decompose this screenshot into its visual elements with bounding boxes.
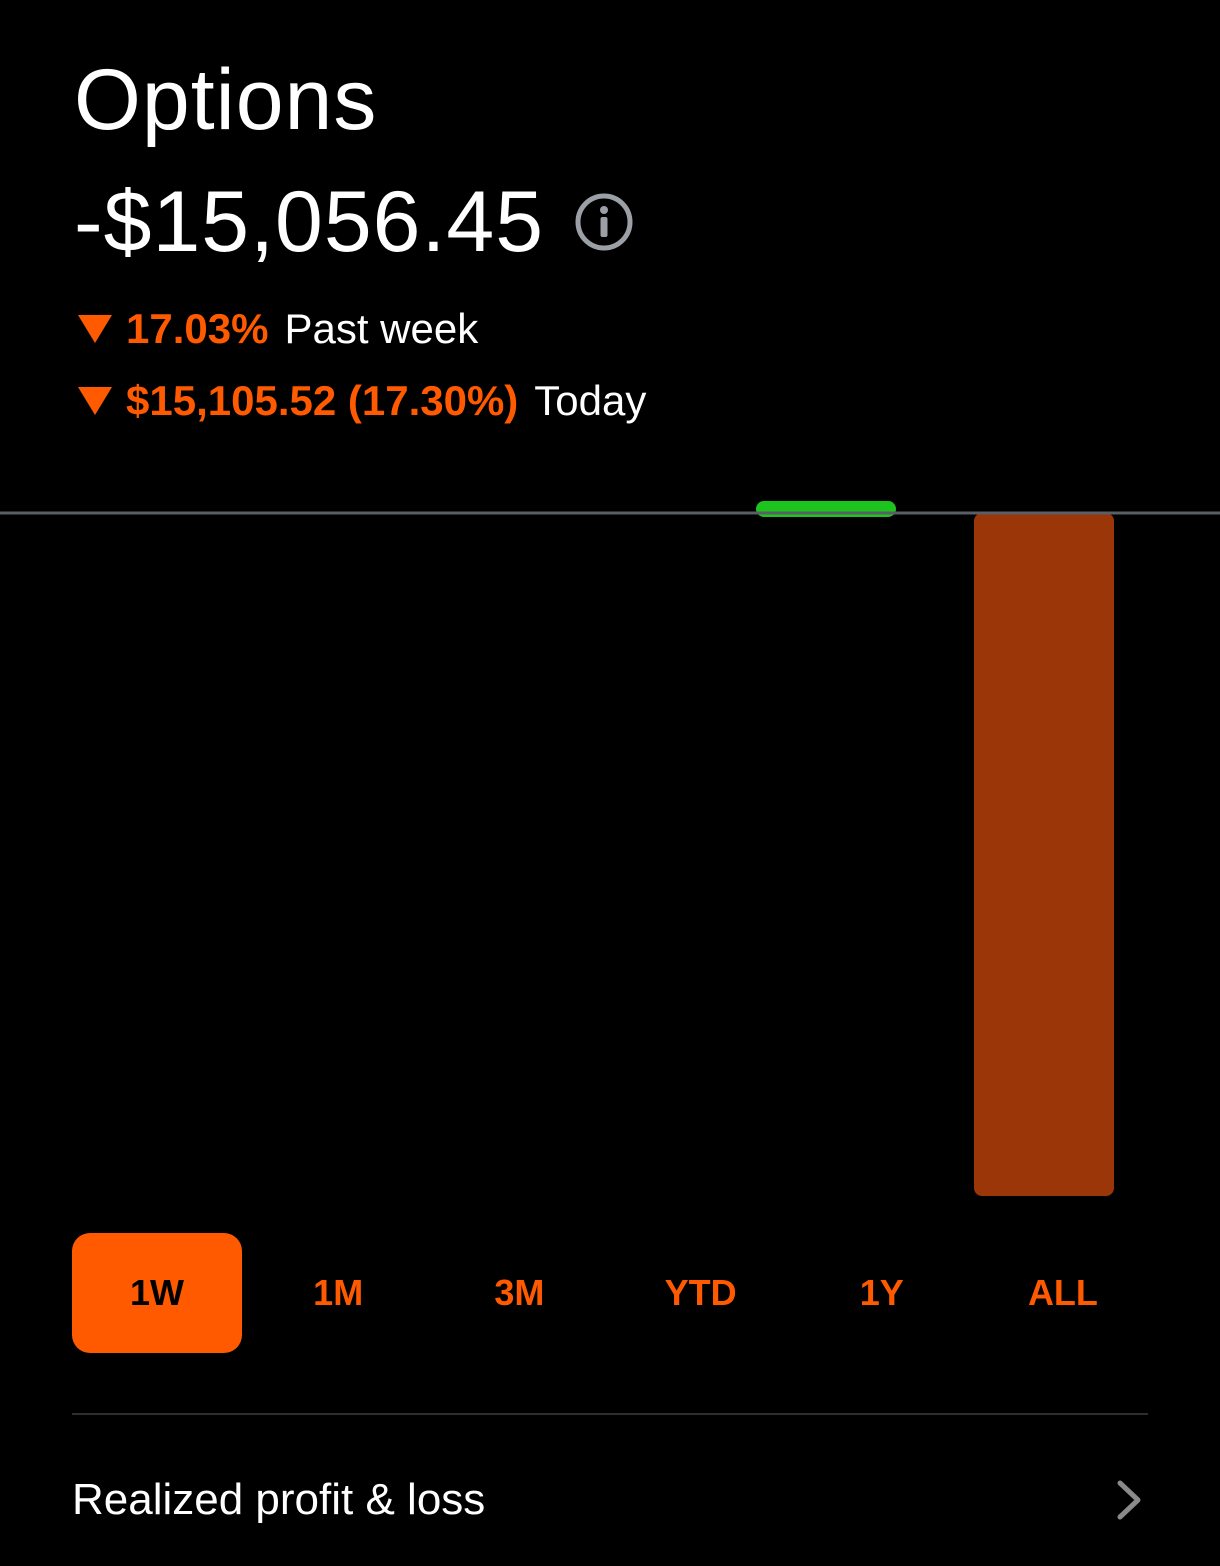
range-option-1w[interactable]: 1W [72, 1233, 242, 1353]
range-option-3m[interactable]: 3M [494, 1272, 545, 1313]
portfolio-value: -$15,056.45 [74, 174, 545, 270]
change-past-week: 17.03% Past week [78, 304, 478, 354]
chart-bar-negative [974, 513, 1114, 1196]
divider [72, 1413, 1148, 1415]
page-title: Options [74, 52, 378, 148]
portfolio-value-row: -$15,056.45 [74, 172, 634, 272]
change-week-label: Past week [284, 305, 479, 352]
down-triangle-icon [78, 387, 112, 415]
range-option-1y[interactable]: 1Y [859, 1272, 904, 1313]
range-option-ytd[interactable]: YTD [664, 1272, 737, 1313]
down-triangle-icon [78, 315, 112, 343]
range-option-all[interactable]: ALL [1027, 1272, 1098, 1313]
change-today: $15,105.52 (17.30%) Today [78, 376, 646, 426]
time-range-selector: 1W 1M 3M YTD 1Y ALL [72, 1233, 1148, 1353]
change-today-value: $15,105.52 (17.30%) [126, 377, 519, 424]
change-today-label: Today [534, 377, 647, 424]
range-option-1m[interactable]: 1M [313, 1272, 364, 1313]
pnl-bar-chart [0, 501, 1220, 1196]
chevron-right-icon [1117, 1480, 1141, 1520]
realized-pnl-label: Realized profit & loss [72, 1475, 486, 1524]
info-circle-icon[interactable] [574, 192, 634, 252]
change-week-value: 17.03% [126, 305, 269, 352]
realized-pnl-link[interactable]: Realized profit & loss [72, 1460, 1148, 1540]
chart-bar-positive [756, 501, 896, 517]
